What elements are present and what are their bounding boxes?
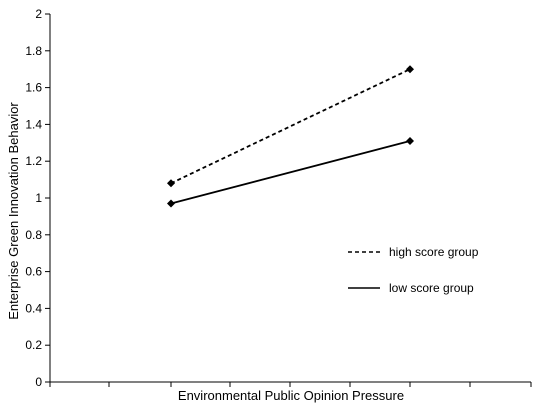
y-tick-label: 1.2: [25, 154, 42, 168]
legend-label: low score group: [389, 281, 474, 295]
y-tick-label: 1.8: [25, 44, 42, 58]
y-tick-label: 0.6: [25, 265, 42, 279]
y-tick-label: 1: [35, 191, 42, 205]
data-point-marker: [167, 199, 175, 208]
data-point-marker: [406, 65, 414, 74]
series-line-low-score: [170, 140, 411, 205]
y-tick-label: 0.8: [25, 228, 42, 242]
y-tick-label: 1.4: [25, 117, 42, 131]
series-layer: [167, 65, 414, 208]
series-line-high-score: [170, 68, 411, 185]
y-tick-label: 2: [35, 7, 42, 21]
y-tick-label: 0: [35, 375, 42, 389]
x-axis-title: Environmental Public Opinion Pressure: [178, 388, 404, 403]
y-tick-label: 1.6: [25, 81, 42, 95]
data-point-marker: [167, 179, 175, 188]
axes: 0 0.2 0.4 0.6 0.8 1 1.2 1.4 1.6 1.8 2: [25, 7, 532, 389]
legend: high score group low score group: [348, 245, 479, 295]
data-point-marker: [406, 136, 414, 145]
y-axis-title: Enterprise Green Innovation Behavior: [6, 102, 21, 320]
y-tick-label: 0.2: [25, 338, 42, 352]
legend-label: high score group: [389, 245, 479, 259]
y-tick-label: 0.4: [25, 301, 42, 315]
